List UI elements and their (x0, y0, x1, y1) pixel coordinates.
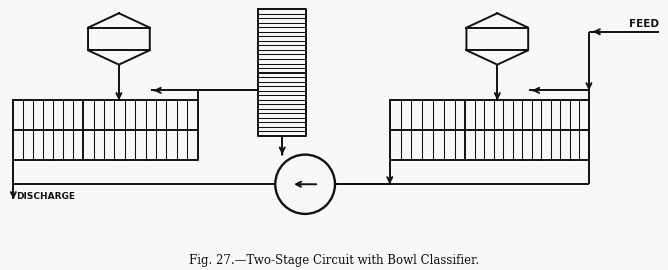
Text: Fig. 27.—Two-Stage Circuit with Bowl Classifier.: Fig. 27.—Two-Stage Circuit with Bowl Cla… (189, 254, 479, 267)
Text: DISCHARGE: DISCHARGE (16, 192, 75, 201)
Text: FEED: FEED (629, 19, 659, 29)
